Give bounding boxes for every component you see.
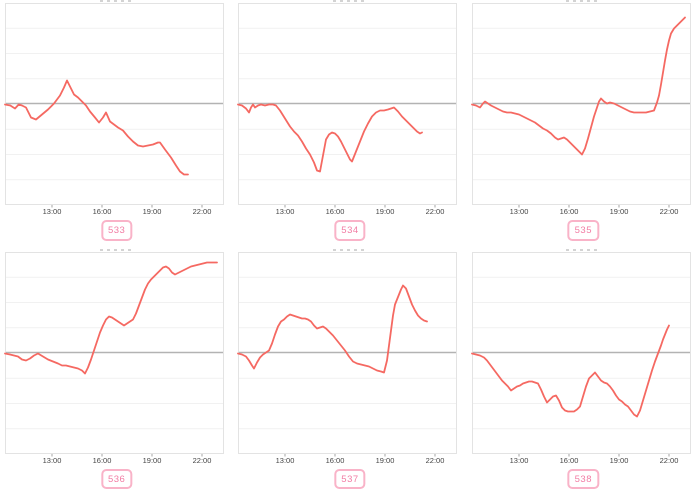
x-tick-label: 13:00 [43, 207, 62, 216]
x-tick-label: 13:00 [276, 455, 295, 464]
chart-badge-535[interactable]: 535 [567, 220, 599, 241]
x-tick-label: 19:00 [143, 455, 162, 464]
x-tick-label: 13:00 [509, 455, 528, 464]
chart-cell-537: 13:00 16:00 19:00 22:00 537 [233, 248, 466, 497]
clipped-chart-title [332, 0, 367, 2]
series-line [470, 324, 670, 417]
x-tick-label: 22:00 [659, 455, 678, 464]
x-tick-label: 22:00 [193, 455, 212, 464]
x-tick-label: 13:00 [276, 207, 295, 216]
series-line [4, 261, 218, 374]
clipped-chart-title [332, 248, 367, 251]
line-chart-canvas: 13:00 16:00 19:00 22:00 [237, 251, 458, 464]
x-tick-label: 19:00 [143, 207, 162, 216]
clipped-chart-title [99, 0, 134, 2]
x-tick-label: 16:00 [559, 455, 578, 464]
x-tick-label: 13:00 [509, 207, 528, 216]
series-line [237, 103, 424, 173]
chart-badge-533[interactable]: 533 [100, 220, 133, 241]
chart-cell-534: 13:00 16:00 19:00 22:00 534 [233, 0, 466, 249]
line-chart-canvas: 13:00 16:00 19:00 22:00 [4, 251, 224, 464]
x-tick-label: 22:00 [426, 455, 445, 464]
x-tick-label: 22:00 [426, 207, 445, 216]
x-tick-label: 19:00 [609, 207, 628, 216]
x-tick-label: 16:00 [326, 207, 345, 216]
clipped-chart-title [566, 0, 601, 2]
line-chart-canvas: 13:00 16:00 19:00 22:00 [237, 3, 458, 216]
x-tick-label: 19:00 [609, 455, 628, 464]
series-line [470, 16, 686, 156]
chart-cell-533: 13:00 16:00 19:00 22:00 533 [0, 0, 233, 249]
series-line [4, 79, 189, 176]
x-tick-label: 22:00 [659, 207, 678, 216]
series-line [237, 284, 429, 373]
x-tick-label: 16:00 [93, 207, 112, 216]
x-tick-label: 16:00 [326, 455, 345, 464]
line-chart-canvas: 13:00 16:00 19:00 22:00 [470, 3, 691, 216]
x-tick-label: 22:00 [193, 207, 212, 216]
line-chart-canvas: 13:00 16:00 19:00 22:00 [4, 3, 224, 216]
clipped-chart-title [566, 248, 601, 251]
chart-badge-536[interactable]: 536 [100, 468, 133, 489]
chart-badge-538[interactable]: 538 [567, 468, 599, 489]
x-tick-label: 16:00 [559, 207, 578, 216]
x-tick-label: 13:00 [43, 455, 62, 464]
chart-cell-538: 13:00 16:00 19:00 22:00 538 [467, 248, 700, 497]
line-chart-canvas: 13:00 16:00 19:00 22:00 [470, 251, 691, 464]
x-tick-label: 19:00 [376, 207, 395, 216]
x-tick-label: 19:00 [376, 455, 395, 464]
chart-cell-536: 13:00 16:00 19:00 22:00 536 [0, 248, 233, 497]
chart-cell-535: 13:00 16:00 19:00 22:00 535 [467, 0, 700, 249]
chart-badge-534[interactable]: 534 [334, 220, 366, 241]
chart-badge-537[interactable]: 537 [334, 468, 366, 489]
clipped-chart-title [99, 248, 134, 251]
x-tick-label: 16:00 [93, 455, 112, 464]
